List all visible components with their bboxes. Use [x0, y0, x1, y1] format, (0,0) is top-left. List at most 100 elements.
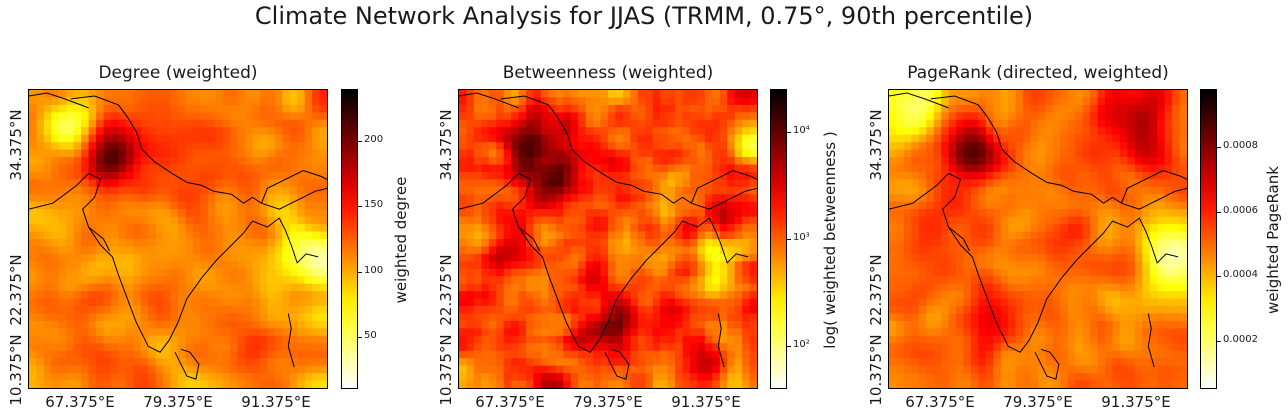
grid-cell — [148, 261, 157, 270]
grid-cell — [1060, 119, 1069, 128]
grid-cell — [926, 320, 935, 329]
grid-cell — [297, 90, 306, 98]
grid-cell — [1060, 291, 1069, 299]
grid-cell — [133, 201, 142, 210]
grid-cell — [110, 380, 119, 388]
grid-cell — [58, 209, 67, 218]
grid-cell — [259, 268, 268, 277]
grid-cell — [608, 142, 616, 150]
grid-cell — [96, 216, 104, 225]
grid-cell — [918, 239, 927, 247]
grid-cell — [148, 239, 157, 247]
grid-cell — [88, 306, 97, 314]
grid-cell — [903, 119, 912, 128]
grid-cell — [88, 298, 97, 307]
grid-cell — [903, 149, 912, 158]
grid-cell — [689, 261, 698, 270]
grid-cell — [29, 194, 37, 203]
grid-cell — [1008, 142, 1017, 150]
grid-cell — [481, 186, 490, 195]
grid-cell — [170, 179, 179, 188]
grid-cell — [622, 343, 631, 352]
grid-cell — [903, 328, 912, 337]
grid-cell — [312, 164, 320, 173]
grid-cell — [66, 149, 75, 158]
grid-cell — [304, 350, 313, 359]
grid-cell — [933, 320, 942, 329]
grid-cell — [712, 298, 721, 307]
grid-cell — [526, 306, 534, 314]
grid-cell — [675, 373, 683, 381]
grid-cell — [978, 104, 987, 113]
grid-cell — [727, 253, 736, 262]
grid-cell — [473, 239, 482, 247]
grid-cell — [1067, 119, 1076, 128]
grid-cell — [215, 328, 224, 337]
grid-cell — [73, 350, 82, 359]
grid-cell — [274, 216, 283, 225]
grid-cell — [889, 298, 897, 307]
grid-cell — [1157, 380, 1166, 388]
coastline-border — [287, 313, 295, 368]
grid-cell — [526, 239, 534, 247]
grid-cell — [734, 358, 743, 367]
grid-cell — [267, 216, 276, 225]
grid-cell — [1030, 231, 1039, 240]
grid-cell — [88, 179, 97, 188]
grid-cell — [993, 149, 1002, 158]
grid-cell — [734, 171, 743, 180]
grid-cell — [719, 231, 728, 240]
grid-cell — [563, 276, 572, 285]
grid-cell — [933, 365, 942, 374]
grid-cell — [1082, 350, 1091, 359]
grid-cell — [312, 373, 320, 381]
grid-cell — [978, 149, 987, 158]
grid-cell — [1082, 127, 1091, 136]
grid-cell — [622, 186, 631, 195]
grid-cell — [697, 142, 706, 150]
grid-cell — [245, 194, 253, 203]
grid-cell — [29, 209, 37, 218]
grid-cell — [66, 104, 75, 113]
grid-cell — [148, 194, 157, 203]
grid-cell — [1052, 142, 1061, 150]
grid-cell — [178, 365, 186, 374]
grid-cell — [660, 358, 668, 367]
grid-cell — [600, 261, 609, 270]
grid-cell — [1097, 365, 1106, 374]
grid-cell — [734, 306, 743, 314]
grid-cell — [1097, 320, 1106, 329]
grid-cell — [267, 313, 276, 322]
grid-cell — [222, 313, 231, 322]
grid-cell — [1112, 276, 1121, 285]
grid-cell — [140, 209, 149, 218]
grid-cell — [312, 149, 320, 158]
grid-cell — [81, 283, 89, 292]
grid-cell — [1105, 224, 1113, 232]
grid-cell — [926, 328, 935, 337]
grid-cell — [652, 365, 661, 374]
grid-cell — [29, 224, 37, 232]
grid-cell — [948, 261, 957, 270]
grid-cell — [675, 97, 683, 106]
grid-cell — [237, 276, 246, 285]
grid-cell — [1097, 358, 1106, 367]
grid-cell — [585, 119, 594, 128]
grid-cell — [1164, 343, 1173, 352]
grid-cell — [178, 209, 186, 218]
grid-cell — [118, 253, 127, 262]
grid-cell — [1060, 239, 1069, 247]
grid-cell — [570, 90, 579, 98]
grid-cell — [1142, 328, 1151, 337]
grid-cell — [237, 127, 246, 136]
grid-cell — [1060, 216, 1069, 225]
grid-cell — [237, 179, 246, 188]
grid-cell — [570, 261, 579, 270]
grid-cell — [125, 313, 134, 322]
grid-cell — [1105, 306, 1113, 314]
grid-cell — [978, 320, 987, 329]
grid-cell — [222, 343, 231, 352]
grid-cell — [637, 134, 646, 143]
grid-cell — [719, 380, 728, 388]
grid-cell — [282, 268, 291, 277]
